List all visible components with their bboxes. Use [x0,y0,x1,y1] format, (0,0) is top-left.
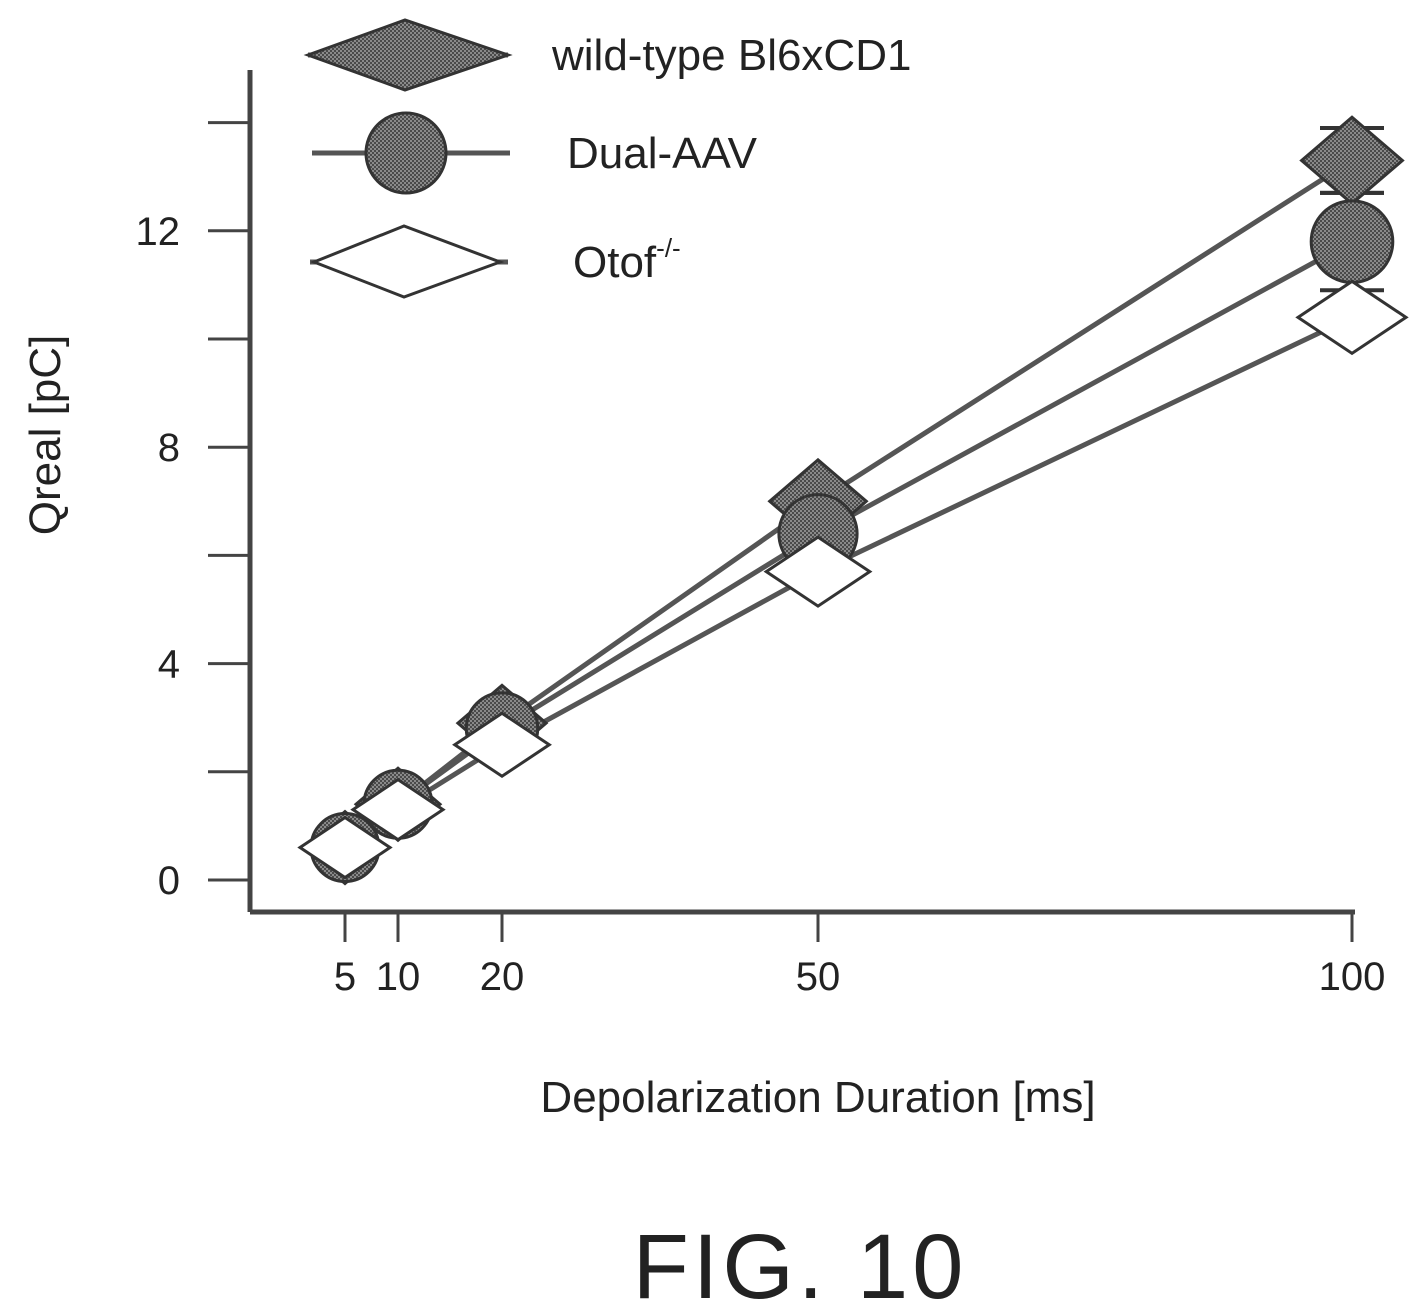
legend: wild-type Bl6xCD1 Dual-AAV Otof-/- [303,18,911,299]
data-point-wild-type [1299,115,1405,206]
markers [297,115,1409,886]
legend-marker-otof [309,224,505,299]
data-point-dual-aav [1309,199,1395,284]
data-point-otof [297,815,393,880]
figure-caption: FIG. 10 [633,1216,968,1314]
x-tick-label: 5 [334,955,356,999]
x-tick-label: 100 [1319,955,1386,999]
legend-label-otof-base: Otof [573,238,657,287]
y-tick-label: 4 [158,643,180,687]
data-point-otof [1295,279,1409,356]
x-tick-label: 10 [376,955,421,999]
y-tick-label: 12 [136,210,181,254]
legend-marker-wild-type [303,18,513,92]
legend-label-dual-aav: Dual-AAV [567,129,758,178]
x-ticks: 5 10 20 50 100 [334,912,1386,999]
y-tick-label: 8 [158,426,180,470]
x-tick-label: 50 [796,955,841,999]
legend-label-otof-sup: -/- [656,233,681,263]
legend-marker-dual-aav [364,111,448,195]
legend-label-wild-type: wild-type Bl6xCD1 [551,31,911,80]
legend-label-otof: Otof-/- [573,233,681,287]
data-point-otof [763,535,873,608]
y-tick-label: 0 [158,859,180,903]
data-point-otof [350,777,446,842]
y-ticks: 0 4 8 12 [136,121,250,903]
y-axis-title: Qreal [pC] [21,335,70,536]
x-axis-title: Depolarization Duration [ms] [540,1073,1095,1122]
x-tick-label: 20 [480,955,525,999]
data-point-otof [452,711,552,779]
